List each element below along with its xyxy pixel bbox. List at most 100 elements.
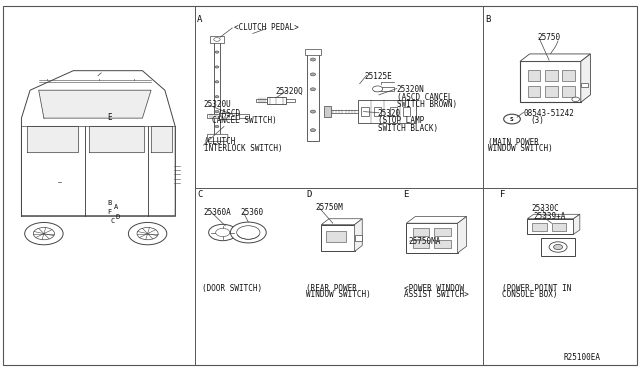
Circle shape bbox=[215, 51, 219, 53]
Bar bbox=[210, 36, 224, 43]
Circle shape bbox=[554, 244, 563, 250]
Circle shape bbox=[215, 96, 219, 98]
Bar bbox=[214, 37, 220, 138]
Text: (3): (3) bbox=[530, 116, 544, 125]
Bar bbox=[541, 238, 575, 256]
Bar bbox=[406, 223, 458, 253]
Polygon shape bbox=[89, 126, 144, 152]
Bar bbox=[532, 223, 547, 231]
Text: (ASCD: (ASCD bbox=[218, 109, 241, 118]
Circle shape bbox=[215, 81, 219, 83]
Text: (REAR POWER: (REAR POWER bbox=[306, 284, 356, 293]
Circle shape bbox=[215, 110, 219, 113]
Bar bbox=[545, 70, 558, 81]
Text: S: S bbox=[510, 116, 514, 122]
Circle shape bbox=[310, 88, 316, 91]
Text: F: F bbox=[108, 209, 112, 215]
Text: C: C bbox=[197, 190, 202, 199]
Text: <CLUTCH PEDAL>: <CLUTCH PEDAL> bbox=[234, 23, 298, 32]
Bar bbox=[330, 110, 358, 113]
Text: 25360: 25360 bbox=[240, 208, 263, 217]
Text: D: D bbox=[116, 214, 120, 219]
FancyBboxPatch shape bbox=[207, 134, 228, 141]
Bar bbox=[355, 235, 362, 241]
Bar bbox=[545, 86, 558, 97]
Text: E: E bbox=[107, 113, 111, 122]
Circle shape bbox=[25, 222, 63, 245]
Circle shape bbox=[216, 228, 230, 237]
Text: 25330C: 25330C bbox=[531, 204, 559, 213]
Circle shape bbox=[237, 226, 260, 239]
Bar bbox=[581, 83, 589, 87]
Text: 25750: 25750 bbox=[538, 33, 561, 42]
Bar bbox=[305, 49, 321, 55]
Polygon shape bbox=[22, 71, 175, 216]
Circle shape bbox=[129, 222, 167, 245]
Bar bbox=[236, 231, 247, 234]
Text: WINDOW SWITCH): WINDOW SWITCH) bbox=[306, 291, 371, 299]
Polygon shape bbox=[38, 90, 151, 118]
Circle shape bbox=[549, 242, 567, 252]
Text: 25320U: 25320U bbox=[204, 100, 231, 109]
Bar bbox=[528, 86, 540, 97]
Text: A: A bbox=[197, 15, 202, 24]
Text: F: F bbox=[500, 190, 506, 199]
Bar bbox=[413, 240, 429, 248]
Text: 25320N: 25320N bbox=[397, 85, 424, 94]
Polygon shape bbox=[573, 214, 580, 234]
Bar bbox=[256, 99, 267, 102]
Text: SWITCH BROWN): SWITCH BROWN) bbox=[397, 100, 457, 109]
Polygon shape bbox=[520, 54, 590, 61]
Bar bbox=[358, 100, 416, 123]
Polygon shape bbox=[458, 217, 467, 253]
Bar bbox=[390, 107, 397, 116]
Text: SWITCH BLACK): SWITCH BLACK) bbox=[378, 124, 438, 133]
Polygon shape bbox=[27, 126, 79, 152]
Bar bbox=[563, 70, 575, 81]
Circle shape bbox=[310, 129, 316, 132]
Text: (MAIN POWER: (MAIN POWER bbox=[488, 138, 538, 147]
Text: C: C bbox=[111, 218, 115, 224]
Circle shape bbox=[310, 73, 316, 76]
Text: CONSOLE BOX): CONSOLE BOX) bbox=[502, 291, 558, 299]
Bar bbox=[239, 114, 249, 118]
Circle shape bbox=[215, 66, 219, 68]
Text: <POWER WINDOW: <POWER WINDOW bbox=[404, 284, 465, 293]
Circle shape bbox=[33, 227, 54, 240]
Polygon shape bbox=[581, 54, 590, 102]
Text: 25339+A: 25339+A bbox=[533, 212, 566, 221]
Text: 25750M: 25750M bbox=[316, 203, 343, 212]
Text: E: E bbox=[403, 190, 408, 199]
Bar bbox=[219, 113, 239, 119]
Text: 25125E: 25125E bbox=[365, 72, 392, 81]
Bar bbox=[321, 225, 355, 251]
Circle shape bbox=[230, 222, 266, 243]
Polygon shape bbox=[527, 214, 580, 219]
Text: B: B bbox=[108, 200, 112, 206]
Bar bbox=[374, 87, 394, 91]
Text: (DOOR SWITCH): (DOOR SWITCH) bbox=[202, 284, 262, 293]
Text: 25320: 25320 bbox=[378, 109, 401, 118]
Text: (ASCD CANCEL: (ASCD CANCEL bbox=[397, 93, 452, 102]
Bar bbox=[552, 223, 566, 231]
Bar bbox=[307, 52, 319, 141]
Bar bbox=[324, 106, 331, 117]
Polygon shape bbox=[151, 126, 172, 152]
Bar bbox=[361, 107, 369, 116]
Polygon shape bbox=[406, 217, 467, 223]
Bar bbox=[527, 219, 573, 234]
Circle shape bbox=[310, 110, 316, 113]
Text: R25100EA: R25100EA bbox=[563, 353, 600, 362]
Circle shape bbox=[215, 125, 219, 128]
Text: (CLUTCH: (CLUTCH bbox=[204, 137, 236, 146]
Text: (STOP LAMP: (STOP LAMP bbox=[378, 116, 424, 125]
Text: 08543-51242: 08543-51242 bbox=[524, 109, 574, 118]
Text: B: B bbox=[485, 15, 490, 24]
Polygon shape bbox=[355, 219, 362, 251]
Bar bbox=[267, 97, 286, 103]
Text: A: A bbox=[114, 204, 118, 210]
Text: CANCEL SWITCH): CANCEL SWITCH) bbox=[212, 116, 277, 125]
Text: ASSIST SWITCH>: ASSIST SWITCH> bbox=[404, 291, 469, 299]
Bar bbox=[528, 70, 540, 81]
Polygon shape bbox=[321, 219, 362, 225]
